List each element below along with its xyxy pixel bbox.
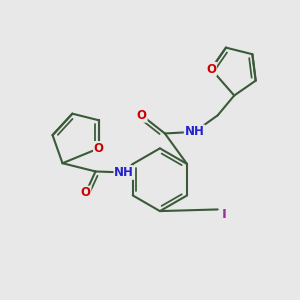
Text: NH: NH bbox=[184, 125, 205, 138]
Text: O: O bbox=[81, 186, 91, 200]
Text: O: O bbox=[94, 142, 104, 155]
Text: O: O bbox=[137, 109, 147, 122]
Text: I: I bbox=[222, 208, 227, 221]
Text: NH: NH bbox=[114, 166, 134, 179]
Text: O: O bbox=[206, 63, 216, 76]
